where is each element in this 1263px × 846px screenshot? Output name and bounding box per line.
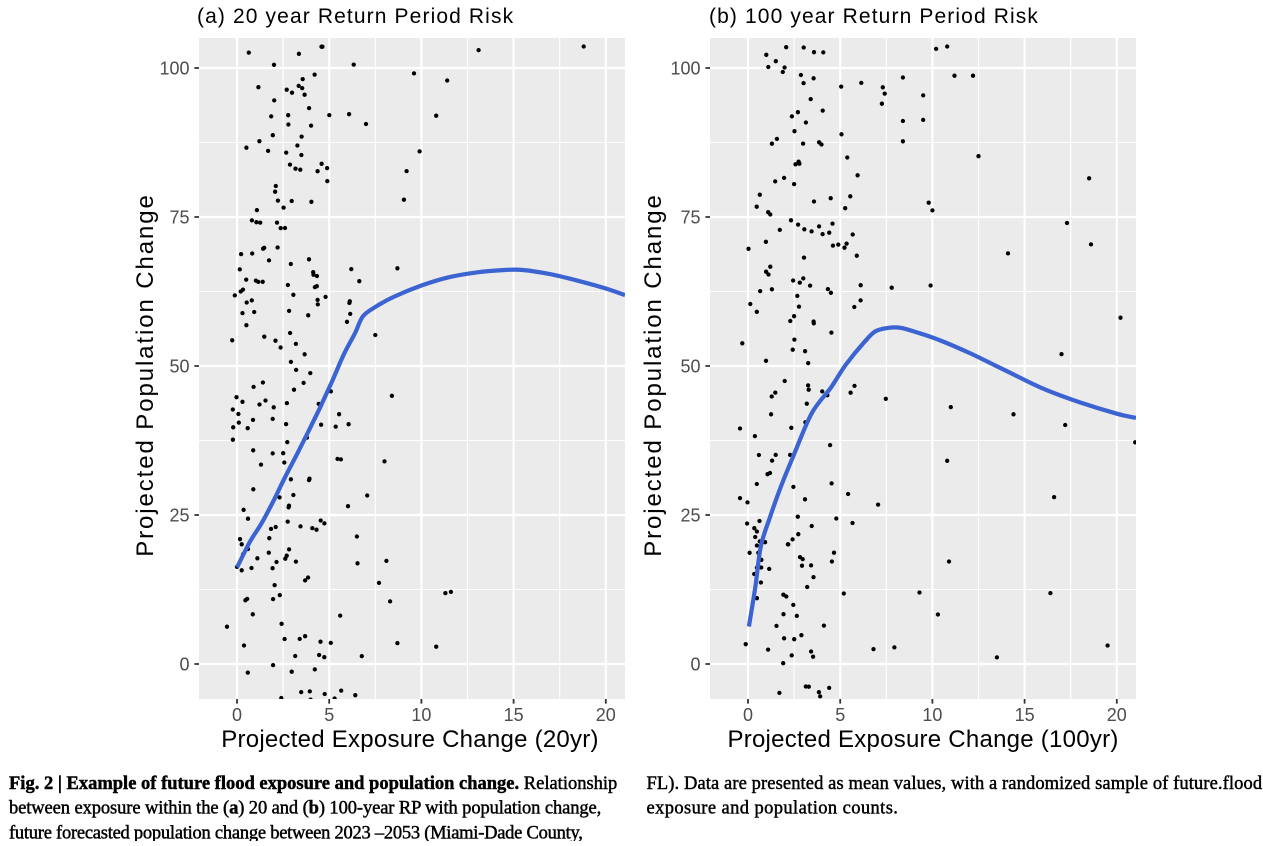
- svg-text:0: 0: [179, 654, 189, 674]
- svg-text:between exposure within the (a: between exposure within the (a) 20 and (…: [9, 799, 601, 819]
- svg-text:15: 15: [1015, 705, 1035, 725]
- svg-text:75: 75: [680, 207, 700, 227]
- svg-text:15: 15: [504, 705, 524, 725]
- svg-text:5: 5: [324, 705, 334, 725]
- svg-text:100: 100: [670, 58, 700, 78]
- svg-text:exposure and population counts: exposure and population counts.: [647, 799, 899, 819]
- svg-text:0: 0: [690, 654, 700, 674]
- svg-text:future forecasted population c: future forecasted population change betw…: [9, 823, 583, 841]
- svg-text:(b) 100 year Return Period Ris: (b) 100 year Return Period Risk: [709, 5, 1039, 28]
- svg-text:25: 25: [680, 505, 700, 525]
- svg-text:0: 0: [743, 705, 753, 725]
- svg-text:Projected Exposure Change (100: Projected Exposure Change (100yr): [727, 726, 1118, 753]
- svg-text:20: 20: [596, 705, 616, 725]
- svg-text:Projected Exposure Change (20y: Projected Exposure Change (20yr): [221, 726, 599, 753]
- svg-text:100: 100: [159, 58, 189, 78]
- svg-text:10: 10: [411, 705, 431, 725]
- svg-text:10: 10: [922, 705, 942, 725]
- svg-text:FL). Data are presented as mea: FL). Data are presented as mean values, …: [647, 774, 1263, 794]
- svg-text:Projected Population Change: Projected Population Change: [132, 193, 159, 557]
- svg-text:25: 25: [169, 505, 189, 525]
- svg-text:20: 20: [1107, 705, 1127, 725]
- svg-text:0: 0: [232, 705, 242, 725]
- svg-text:5: 5: [835, 705, 845, 725]
- svg-text:Projected Population Change: Projected Population Change: [640, 193, 667, 557]
- svg-text:(a) 20 year Return Period Risk: (a) 20 year Return Period Risk: [197, 5, 514, 28]
- svg-text:50: 50: [680, 356, 700, 376]
- svg-text:50: 50: [169, 356, 189, 376]
- svg-text:Fig. 2 | Example of future flo: Fig. 2 | Example of future flood exposur…: [9, 774, 617, 794]
- svg-text:75: 75: [169, 207, 189, 227]
